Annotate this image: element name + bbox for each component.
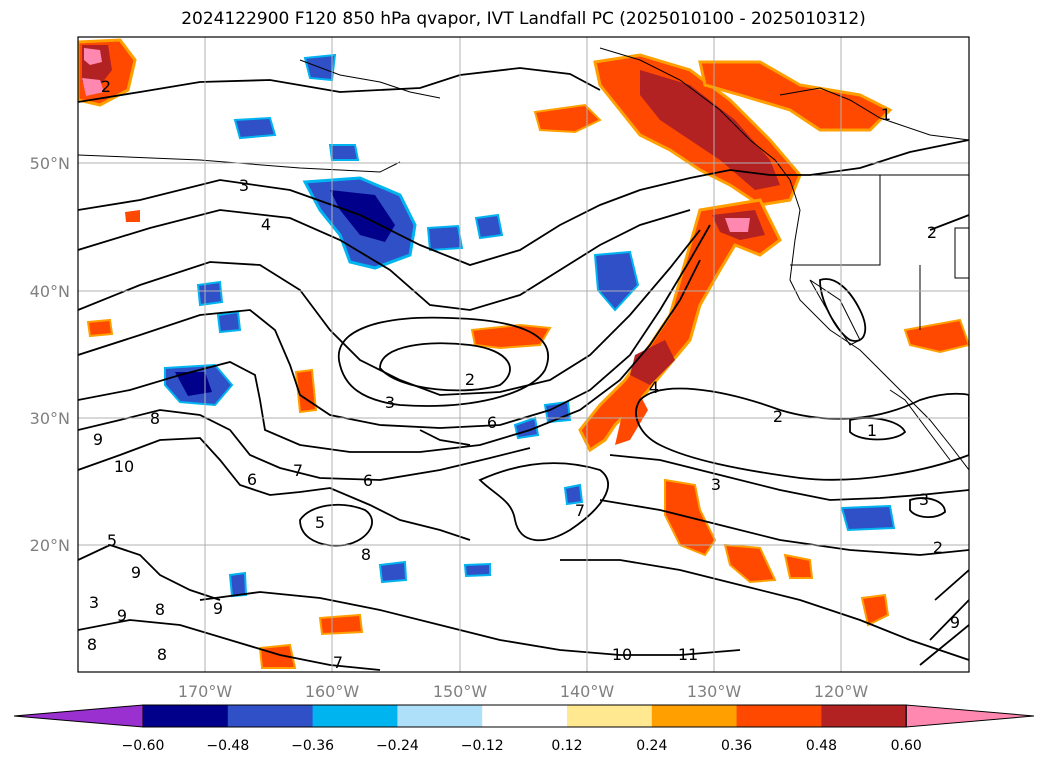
- colorbar-tick-label: 0.24: [636, 738, 667, 754]
- colorbar-segment: [312, 705, 398, 727]
- map-background: [78, 37, 969, 672]
- colorbar-tick-label: 0.48: [806, 738, 837, 754]
- contour-label: 9: [131, 563, 141, 582]
- colorbar-segment: [397, 705, 483, 727]
- contour-label: 6: [487, 413, 497, 432]
- colorbar-tick-label: 0.36: [721, 738, 752, 754]
- contour-label: 10: [612, 645, 632, 664]
- contour-label: 5: [315, 513, 325, 532]
- contour-label: 1: [881, 105, 891, 124]
- longitude-labels: 170°W 160°W 150°W 140°W 130°W 120°W: [178, 682, 869, 701]
- ivt-contours: [78, 67, 969, 671]
- contour-label: 9: [950, 613, 960, 632]
- colorbar-segment: [651, 705, 738, 727]
- contour-label: 2: [933, 538, 943, 557]
- colorbar-segment: [736, 705, 822, 727]
- contour-label: 3: [385, 393, 395, 412]
- colorbar-segment: [821, 705, 907, 727]
- colorbar: −0.60 −0.48 −0.36 −0.24 −0.12 0.12 0.24 0.36 0.4…: [13, 704, 1035, 754]
- colorbar-tick-label: 0.60: [891, 738, 922, 754]
- colorbar-segment: [143, 705, 229, 727]
- contour-label: 7: [293, 461, 303, 480]
- colorbar-segment: [227, 705, 314, 727]
- contour-label: 7: [575, 501, 585, 520]
- contour-label: 3: [711, 475, 721, 494]
- colorbar-tick-label: −0.24: [376, 738, 419, 754]
- contour-label: 8: [157, 645, 167, 664]
- contour-label: 2: [101, 77, 111, 96]
- lon-label-120w: 120°W: [814, 682, 869, 701]
- colorbar-extend-low: [13, 704, 144, 728]
- contour-label: 5: [107, 531, 117, 550]
- lon-label-160w: 160°W: [305, 682, 360, 701]
- colorbar-tick-label: 0.12: [551, 738, 582, 754]
- colorbar-segment: [567, 705, 653, 727]
- contour-label: 8: [361, 545, 371, 564]
- colorbar-tick-label: −0.12: [461, 738, 504, 754]
- contour-label: 2: [927, 223, 937, 242]
- contour-label: 11: [678, 645, 698, 664]
- contour-label: 6: [363, 471, 373, 490]
- lon-label-170w: 170°W: [178, 682, 233, 701]
- contour-label: 8: [155, 600, 165, 619]
- lat-label-40n: 40°N: [30, 282, 70, 301]
- contour-label: 3: [89, 593, 99, 612]
- contour-label: 1: [867, 421, 877, 440]
- contour-label: 10: [114, 457, 134, 476]
- map-title: 2024122900 F120 850 hPa qvapor, IVT Land…: [181, 9, 866, 29]
- graticule: [78, 37, 969, 672]
- lon-label-130w: 130°W: [687, 682, 742, 701]
- contour-label: 8: [150, 409, 160, 428]
- colorbar-tick-label: −0.36: [291, 738, 334, 754]
- contour-label: 8: [87, 635, 97, 654]
- lon-label-150w: 150°W: [433, 682, 488, 701]
- contour-label: 4: [261, 215, 271, 234]
- lat-label-30n: 30°N: [30, 409, 70, 428]
- colorbar-tick-label: −0.48: [206, 738, 249, 754]
- map-frame: [77, 36, 970, 673]
- latitude-labels: 50°N 40°N 30°N 20°N: [30, 154, 70, 555]
- lat-label-50n: 50°N: [30, 154, 70, 173]
- contour-label: 3: [239, 176, 249, 195]
- colorbar-segment: [482, 705, 568, 727]
- contour-label: 2: [773, 407, 783, 426]
- positive-anomaly-shading: [78, 38, 969, 669]
- contour-label: 9: [93, 430, 103, 449]
- contour-label: 3: [919, 490, 929, 509]
- lon-label-140w: 140°W: [560, 682, 615, 701]
- contour-label: 2: [465, 370, 475, 389]
- contour-label: 9: [117, 606, 127, 625]
- contour-label: 9: [213, 599, 223, 618]
- colorbar-frame: [142, 704, 907, 728]
- contour-label: 7: [333, 653, 343, 672]
- lat-label-20n: 20°N: [30, 536, 70, 555]
- contour-label: 4: [649, 378, 659, 397]
- contour-label: 6: [247, 470, 257, 489]
- colorbar-extend-high: [905, 704, 1035, 728]
- colorbar-tick-label: −0.60: [122, 738, 165, 754]
